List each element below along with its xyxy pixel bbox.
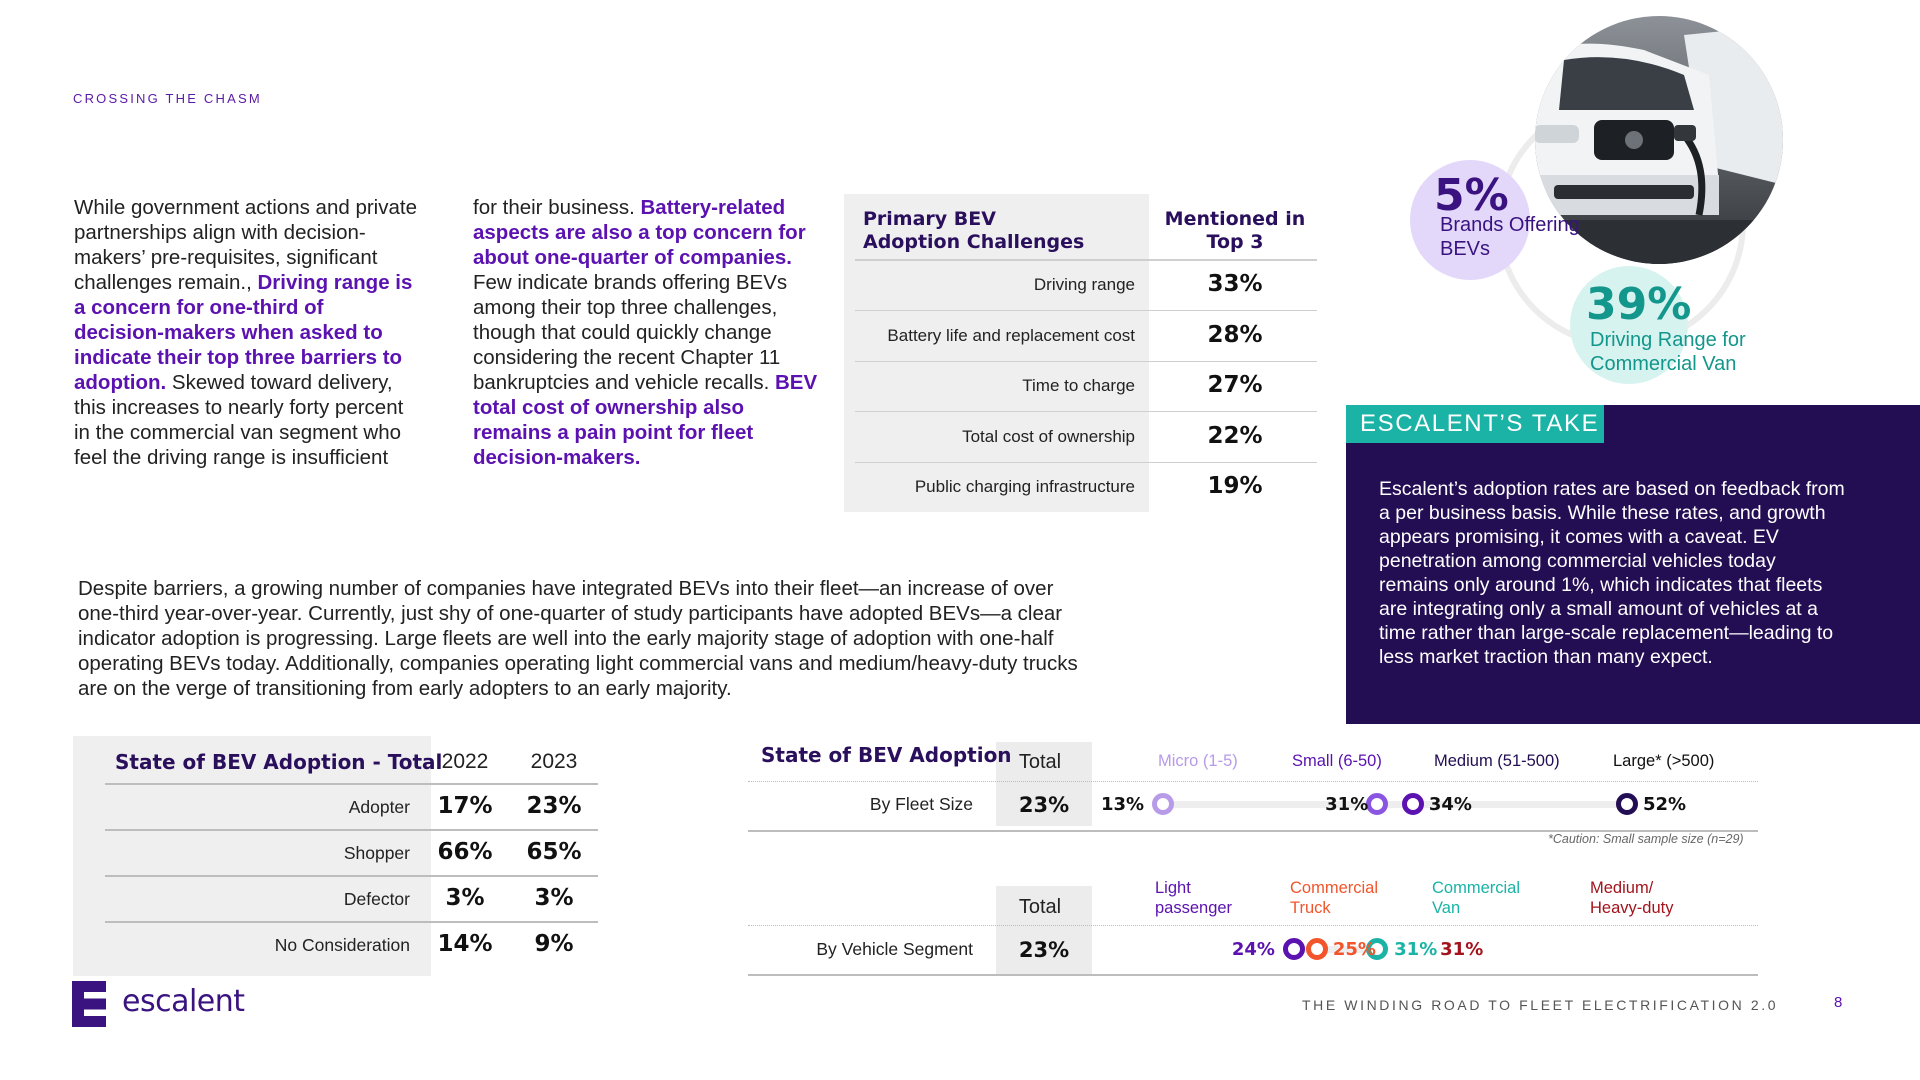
escalents-take-tag: ESCALENT’S TAKE [1346, 405, 1604, 443]
total-cell-fleet [996, 742, 1092, 826]
intro-paragraph-1: While government actions and private par… [74, 195, 419, 470]
divider [855, 259, 1317, 261]
adoption-value-2022: 66% [437, 839, 493, 865]
segment-dot [1366, 938, 1389, 960]
challenge-label: Total cost of ownership [962, 426, 1135, 446]
intro-paragraph-2: for their business. Battery-related aspe… [473, 195, 818, 470]
fleet-dot [1401, 793, 1424, 815]
challenge-row: Total cost of ownership 22% [855, 412, 1317, 463]
year-2022: 2022 [441, 750, 489, 773]
fleet-value-label: 34% [1428, 794, 1472, 815]
divider [748, 925, 1758, 926]
segment-header: Light passenger [1155, 879, 1233, 917]
challenge-label: Driving range [1033, 275, 1135, 294]
challenge-value: 33% [1207, 271, 1263, 297]
fleet-dot [1152, 793, 1174, 815]
paragraph-highlight: BEV total cost of ownership also remains… [473, 371, 818, 469]
challenges-header-value: Mentioned in Top 3 [1164, 208, 1306, 253]
divider [748, 830, 1758, 832]
adoption-detail-title: State of BEV Adoption [761, 743, 1012, 767]
paragraph-highlight: Battery-related aspects are also a top c… [473, 196, 806, 269]
total-cell-segment [996, 886, 1092, 974]
fleet-total-value: 23% [1018, 793, 1070, 817]
brands-value: 5% [1434, 170, 1509, 221]
segment-dot [1305, 938, 1328, 960]
fleet-header: Medium (51-500) [1434, 752, 1560, 770]
range-value: 39% [1586, 279, 1692, 330]
adoption-total-label-column [73, 736, 431, 976]
segment-value-label: 24% [1231, 939, 1275, 960]
challenge-value: 19% [1207, 473, 1263, 499]
adoption-value-2022: 17% [437, 793, 493, 819]
challenge-label: Time to charge [1022, 376, 1135, 395]
challenge-value: 22% [1207, 422, 1263, 449]
adoption-value-2022: 3% [445, 885, 485, 911]
adoption-value-2022: 14% [437, 931, 493, 957]
challenge-label: Public charging infrastructure [914, 477, 1135, 496]
range-label: Driving Range for Commercial Van [1590, 329, 1746, 375]
chart-track [1293, 946, 1378, 953]
section-eyebrow: CROSSING THE CHASM [73, 91, 262, 106]
segment-header: Medium/ Heavy-duty [1590, 879, 1674, 917]
segment-header: Commercial Truck [1290, 879, 1379, 917]
adoption-value-2023: 9% [534, 931, 574, 957]
challenges-header-label: Primary BEV Adoption Challenges [863, 208, 1085, 253]
challenges-label-column [844, 194, 1149, 512]
paragraph-text: Skewed toward delivery, this increases t… [74, 371, 404, 469]
segment-value-label: 25% [1332, 939, 1376, 960]
segment-value-label: 31% [1394, 939, 1438, 960]
paragraph-highlight: Driving range is a concern for one-third… [74, 271, 413, 394]
page-number: 8 [1834, 994, 1843, 1011]
range-bubble [1570, 266, 1688, 384]
segment-value-label: 31% [1440, 939, 1484, 960]
paragraph-text: Few indicate brands offering BEVs among … [473, 271, 788, 394]
challenge-value: 28% [1207, 321, 1263, 348]
adoption-value-2023: 23% [526, 793, 582, 819]
adoption-value-2023: 3% [534, 885, 574, 911]
brands-bubble [1410, 160, 1530, 280]
challenge-row: Battery life and replacement cost 28% [855, 311, 1317, 362]
fleet-dot [1366, 793, 1389, 815]
fleet-row-label: By Fleet Size [869, 794, 973, 814]
paragraph-text: While government actions and private par… [74, 196, 417, 294]
adoption-value-2023: 65% [526, 839, 582, 865]
challenge-label: Battery life and replacement cost [887, 325, 1135, 345]
caution-note: *Caution: Small sample size (n=29) [1548, 832, 1744, 846]
fleet-value-label: 52% [1643, 794, 1687, 815]
escalents-take-panel [1346, 405, 1920, 724]
segment-total-header: Total [1018, 896, 1062, 918]
chart-track [1163, 801, 1627, 808]
stats-graphic: 5% Brands Offering BEVs 39% Driving Rang… [1410, 10, 1920, 410]
challenge-row: Time to charge 27% [855, 361, 1317, 412]
segment-total-value: 23% [1018, 938, 1070, 962]
escalent-logo-icon [72, 981, 106, 1027]
fleet-total-header: Total [1018, 751, 1062, 773]
year-2023: 2023 [530, 750, 578, 773]
fleet-header: Micro (1-5) [1158, 752, 1238, 770]
footer-title: THE WINDING ROAD TO FLEET ELECTRIFICATIO… [1302, 997, 1779, 1013]
fleet-value-label: 13% [1101, 794, 1145, 815]
paragraph-text: for their business. [473, 196, 641, 219]
divider [748, 974, 1758, 976]
challenge-value: 27% [1207, 372, 1263, 398]
fleet-value-label: 31% [1325, 794, 1369, 815]
segment-dot [1282, 938, 1305, 960]
fleet-header: Small (6-50) [1292, 752, 1382, 770]
brands-label: Brands Offering BEVs [1440, 214, 1580, 260]
van-photo [1535, 16, 1783, 264]
challenge-row: Driving range 33% [855, 260, 1317, 311]
divider [748, 781, 1758, 782]
escalents-take-text: Escalent’s adoption rates are based on f… [1379, 478, 1845, 668]
challenge-row: Public charging infrastructure 19% [855, 462, 1317, 512]
escalent-logo-text: escalent [122, 984, 245, 1019]
fleet-header: Large* (>500) [1613, 752, 1715, 770]
adoption-paragraph: Despite barriers, a growing number of co… [78, 577, 1078, 700]
fleet-dot [1616, 793, 1638, 815]
segment-row-label: By Vehicle Segment [816, 939, 973, 959]
challenges-table: Primary BEV Adoption Challenges Mentione… [855, 194, 1317, 512]
segment-header: Commercial Van [1432, 879, 1521, 917]
